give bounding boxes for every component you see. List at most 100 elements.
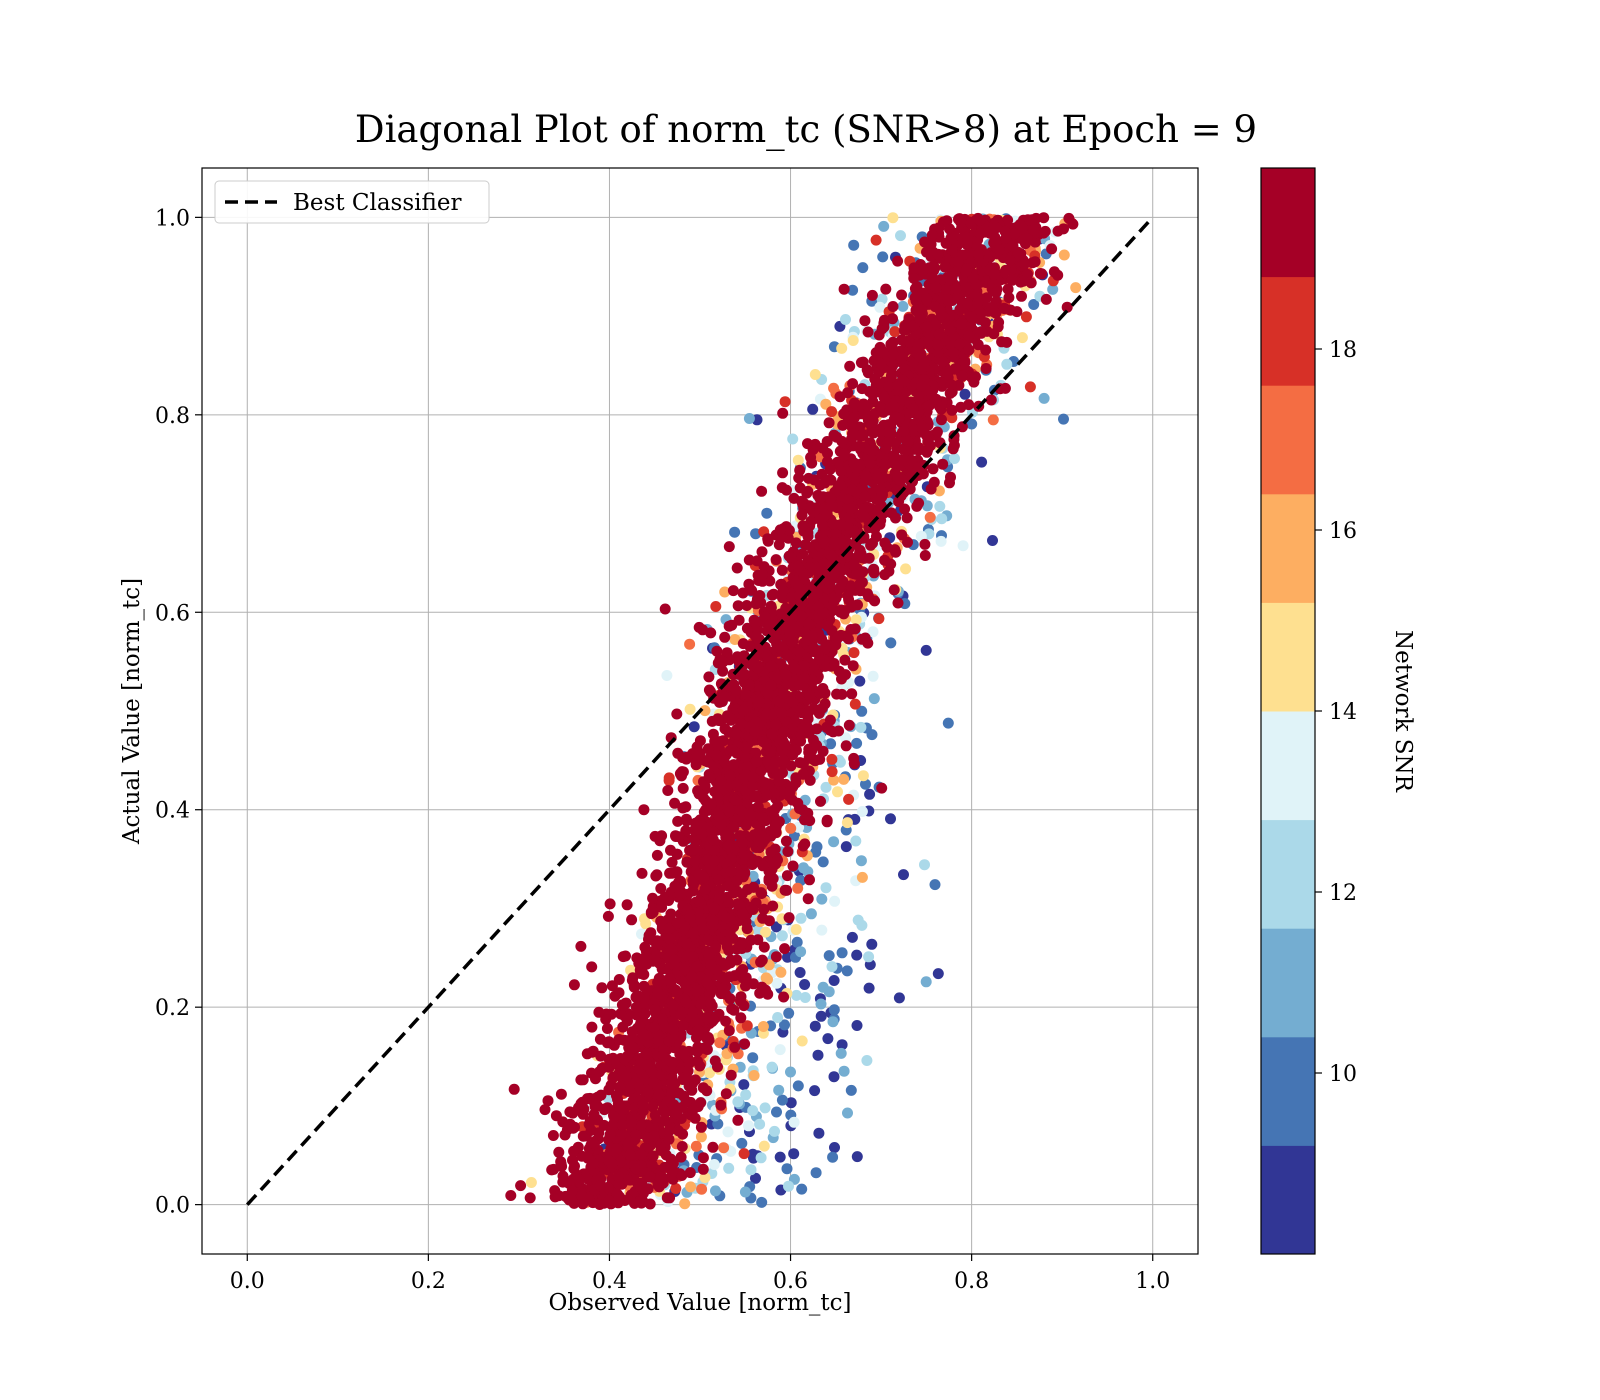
scatter-point [661,670,673,681]
scatter-point [760,926,772,938]
scatter-point [677,782,689,794]
scatter-point [652,1035,664,1047]
scatter-point [850,614,862,626]
scatter-point [604,1129,616,1141]
scatter-point [652,987,663,999]
scatter-point [723,1025,735,1037]
scatter-point [715,1099,727,1111]
scatter-point [699,883,711,895]
scatter-point [937,356,949,368]
scatter-point [799,979,811,990]
scatter-point [1001,358,1013,370]
scatter-point [851,1020,863,1031]
scatter-point [1067,218,1079,230]
scatter-point [953,338,965,350]
scatter-point [919,538,931,550]
scatter-point [856,806,868,817]
scatter-point [763,873,775,885]
scatter-point [756,485,768,497]
scatter-point [617,951,629,963]
scatter-point [955,216,967,228]
scatter-point [776,1094,788,1106]
scatter-point [611,1143,623,1155]
scatter-point [867,670,879,682]
scatter-point [927,463,939,475]
scatter-point [722,880,734,892]
scatter-point [837,419,849,431]
scatter-point [919,550,931,561]
scatter-point [737,638,749,650]
scatter-point [883,426,894,438]
scatter-point [693,788,705,800]
scatter-point [729,1041,741,1053]
scatter-point [773,775,785,787]
scatter-point [816,893,828,905]
scatter-point [893,412,905,424]
scatter-point [657,1013,668,1025]
scatter-point [955,401,967,413]
scatter-point [836,673,847,685]
scatter-point [711,645,723,657]
scatter-point [777,767,788,779]
scatter-point [783,1180,794,1192]
scatter-point [878,220,890,232]
scatter-point [813,1127,825,1139]
scatter-point [739,1186,751,1198]
scatter-point [827,1151,839,1163]
scatter-point [851,1151,863,1163]
scatter-point [701,977,713,988]
scatter-point [987,414,999,426]
scatter-point [787,433,799,445]
scatter-point [697,1163,709,1175]
scatter-point [665,908,677,920]
scatter-point [785,1097,797,1109]
scatter-point [785,1066,796,1078]
scatter-point [663,775,675,787]
scatter-point [673,831,685,843]
scatter-point [820,781,832,793]
scatter-point [804,815,816,827]
scatter-point [985,394,997,406]
scatter-point [553,1190,565,1202]
scatter-point [809,1085,821,1097]
scatter-point [796,1035,808,1047]
scatter-point [860,778,871,790]
scatter-point [804,874,815,886]
scatter-point [555,1088,567,1100]
scatter-point [817,683,829,694]
scatter-point [861,1055,873,1066]
scatter-point [743,413,755,424]
scatter-point [786,636,797,647]
scatter-point [1016,290,1027,302]
scatter-point [778,991,790,1003]
scatter-point [810,1167,822,1179]
scatter-point [691,741,703,753]
scatter-point [1020,311,1032,323]
scatter-point [787,860,799,872]
scatter-point [1002,283,1014,295]
scatter-point [854,675,866,687]
scatter-point [788,1116,800,1128]
scatter-point [820,475,831,487]
scatter-point [826,753,838,765]
scatter-point [710,601,722,612]
scatter-point [662,785,674,796]
scatter-point [664,933,676,945]
scatter-point [651,849,663,861]
scatter-point [626,974,638,986]
scatter-point [645,908,657,920]
scatter-point [1058,249,1070,261]
scatter-point [720,936,732,948]
scatter-point [681,1072,693,1084]
scatter-point [915,530,927,542]
scatter-point [556,1161,568,1172]
scatter-point [847,660,859,672]
scatter-point [722,896,734,908]
scatter-point [689,855,701,867]
scatter-point [1058,223,1069,235]
scatter-point [933,328,945,340]
scatter-point [577,1096,588,1108]
scatter-point [653,1089,665,1101]
scatter-point [1058,413,1069,425]
scatter-point [766,1061,778,1073]
